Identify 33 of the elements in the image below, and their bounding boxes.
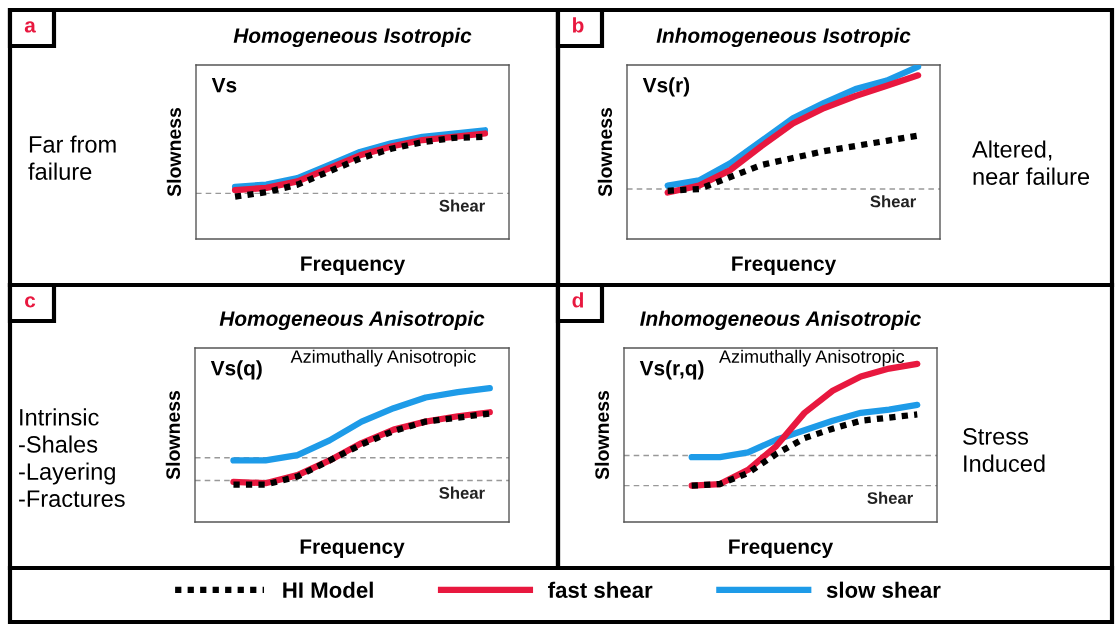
annotation: Azimuthally Anisotropic [719,349,905,367]
text: Intrinsic -Shales -Layering -Fractures [19,408,125,508]
chart-title: Inhomogeneous Isotropic [656,27,911,48]
text: Azimuthally Anisotropic [290,349,476,367]
y-axis-title: Slowness [165,390,181,480]
legend-label: fast shear [548,581,653,598]
y-axis-title: Slowness [166,107,182,197]
x-axis-title: Frequency [301,256,406,276]
text: d [572,292,583,308]
ref-line-label: Shear [867,491,913,504]
text: Far from failure [28,135,116,180]
chart-title: Homogeneous Isotropic [233,27,472,48]
chart-title: Inhomogeneous Anisotropic [640,310,922,331]
annotation: Vs(r,q) [639,360,704,380]
y-axis-title: Slowness [594,390,610,480]
ref-line-label: Shear [439,199,485,212]
text: Stress Induced [963,428,1045,472]
y-axis-title: Slowness [597,107,613,197]
chart-title: Homogeneous Anisotropic [219,310,485,331]
annotation: Vs(r) [642,77,690,97]
text: b [573,17,584,33]
ref-line-label: Shear [870,195,916,208]
legend-label: slow shear [826,581,941,598]
text: Vs(q) [210,360,262,380]
text: Altered, near failure [972,140,1090,185]
text: c [25,296,36,308]
text: Vs [211,77,237,93]
legend-label: HI Model [283,581,373,598]
x-axis-title: Frequency [732,256,837,276]
text: a [24,21,36,33]
ref-line-label: Shear [439,486,485,499]
x-axis-title: Frequency [300,539,405,559]
x-axis-title: Frequency [729,539,834,559]
